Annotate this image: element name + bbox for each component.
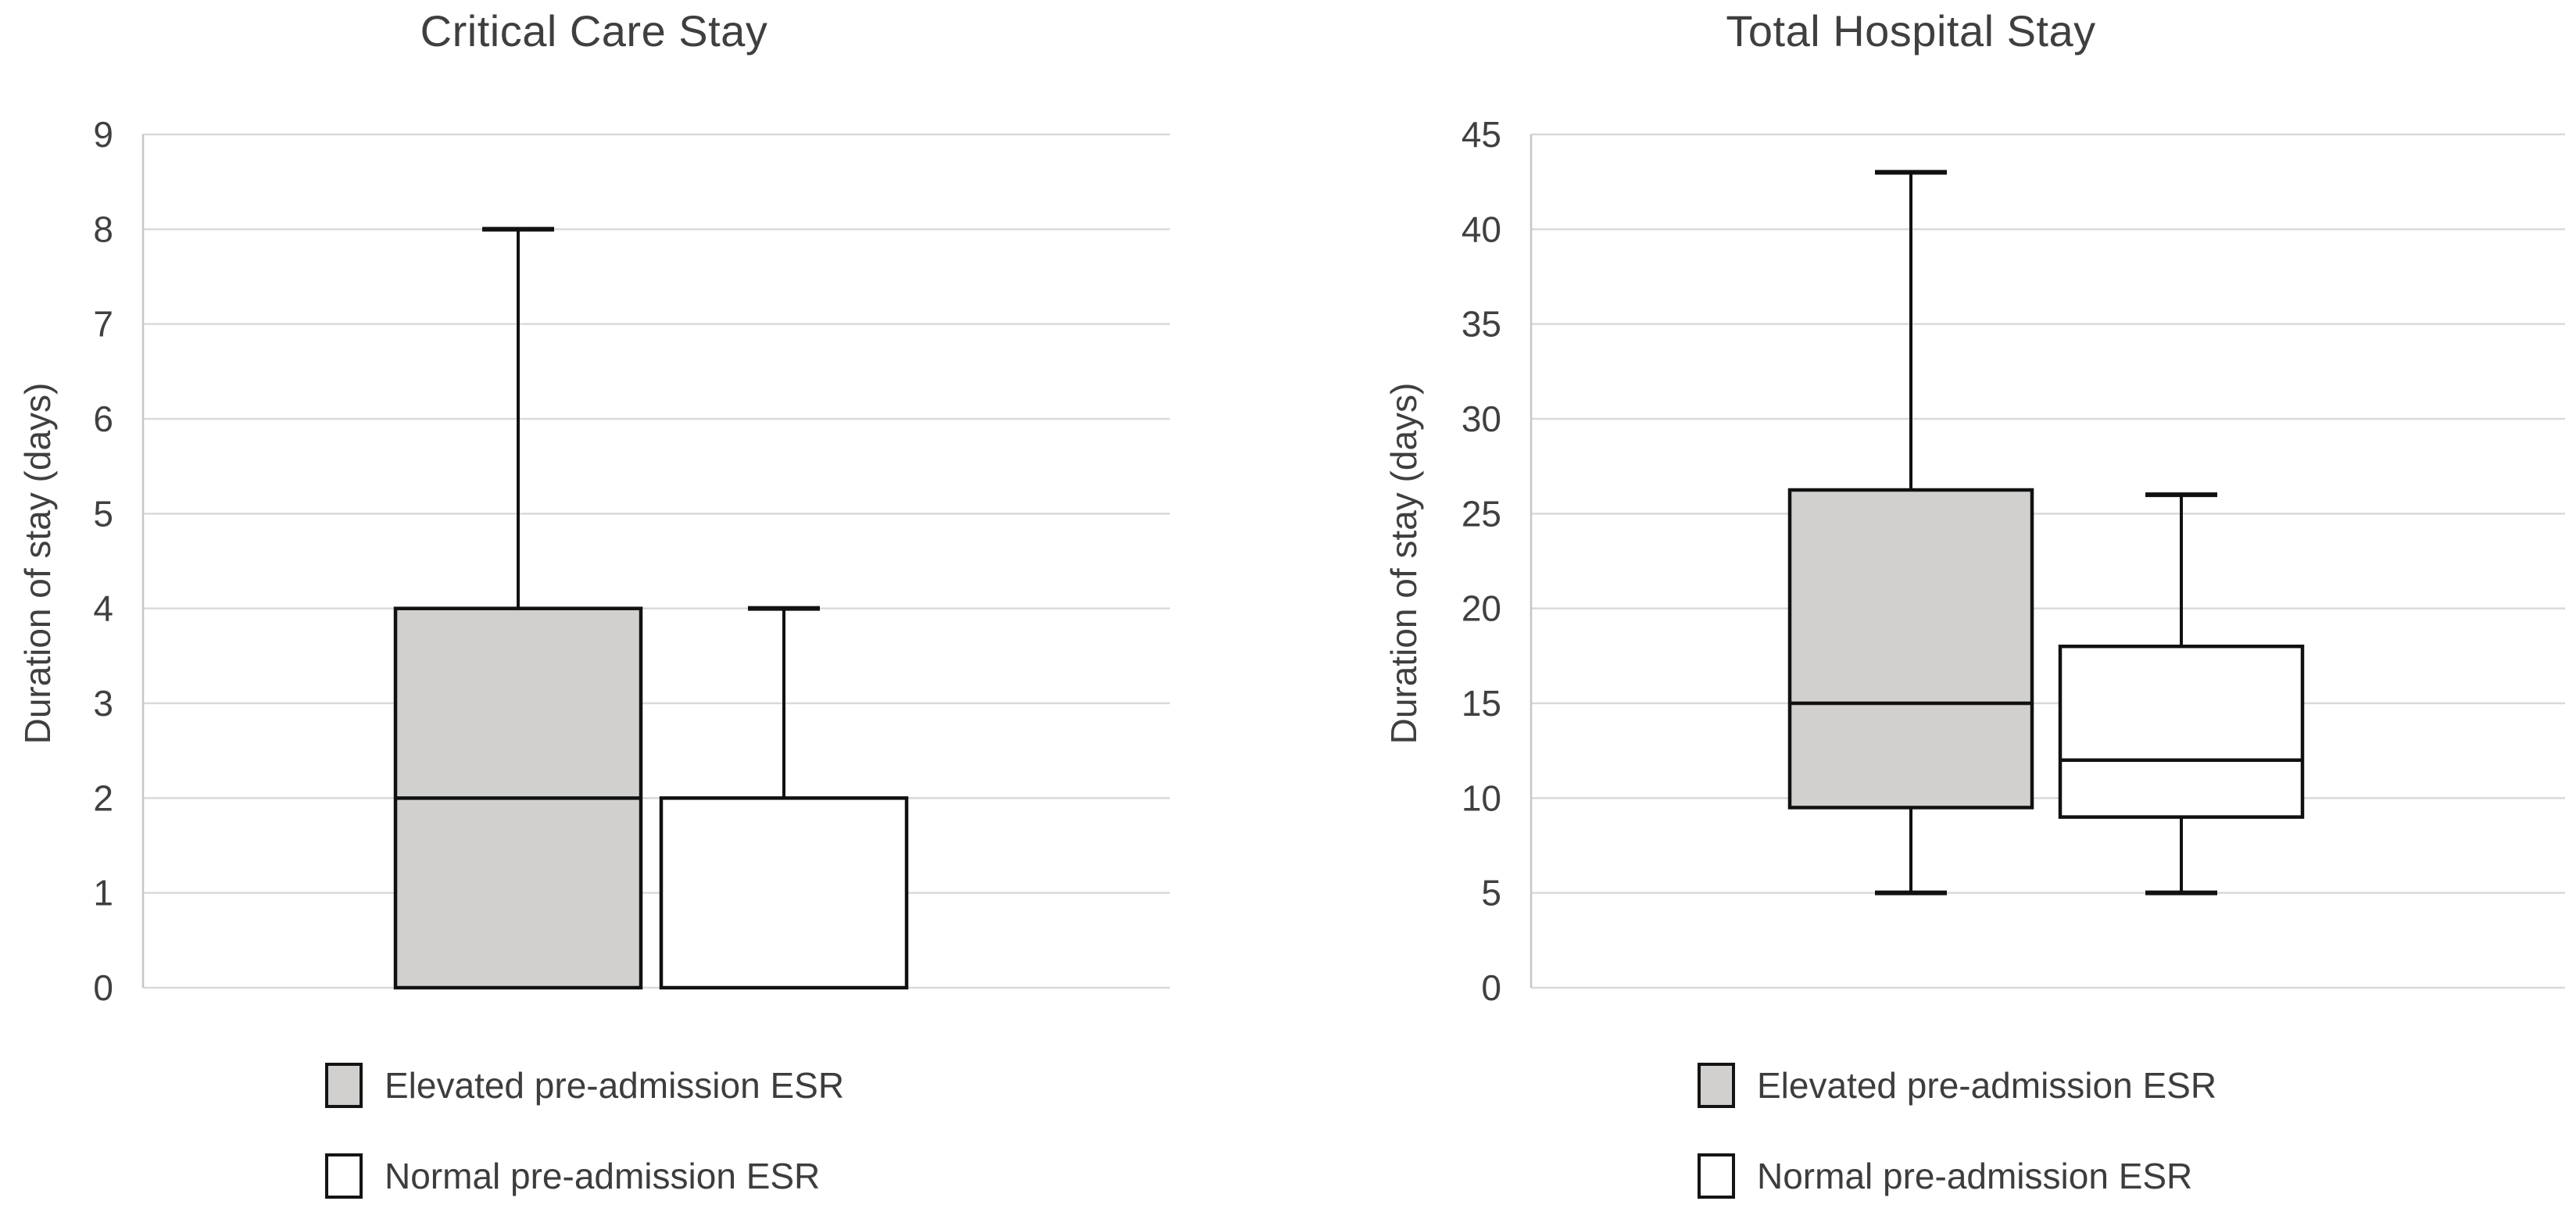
y-tick-label: 5	[1481, 873, 1501, 913]
y-tick-label: 8	[93, 209, 113, 249]
y-tick-label: 45	[1462, 114, 1501, 155]
legend-swatch-normal	[325, 1153, 363, 1199]
box-normal	[2058, 644, 2305, 819]
plot-total-hospital-stay: 0 5 10 15 20 25 30 35 40 45	[1462, 114, 2565, 1008]
legend-label-normal: Normal pre-admission ESR	[385, 1156, 821, 1196]
y-axis-title-left: Duration of stay (days)	[17, 382, 58, 745]
plot-critical-care-stay: 0 1 2 3 4 5 6 7 8 9	[93, 114, 1170, 1008]
y-tick-label: 15	[1462, 683, 1501, 724]
y-tick-label: 20	[1462, 588, 1501, 629]
y-tick-label: 3	[93, 683, 113, 724]
legend-label-normal: Normal pre-admission ESR	[1757, 1156, 2193, 1196]
chart-title-critical-care: Critical Care Stay	[420, 6, 768, 55]
y-tick-label: 10	[1462, 778, 1501, 818]
y-tick-label: 9	[93, 114, 113, 155]
y-tick-label: 1	[93, 873, 113, 913]
box-normal	[659, 796, 909, 990]
legend-label-elevated: Elevated pre-admission ESR	[1757, 1065, 2217, 1106]
y-tick-label: 5	[93, 493, 113, 534]
y-tick-label: 40	[1462, 209, 1501, 249]
y-tick-label: 4	[93, 588, 113, 629]
y-tick-label: 30	[1462, 399, 1501, 439]
y-tick-label: 35	[1462, 304, 1501, 345]
legend-item-elevated-right: Elevated pre-admission ESR	[1698, 1063, 2216, 1108]
legend-swatch-elevated	[325, 1063, 363, 1108]
y-tick-label: 0	[93, 967, 113, 1008]
y-tick-label: 2	[93, 778, 113, 818]
legend-swatch-elevated	[1698, 1063, 1735, 1108]
y-tick-label: 6	[93, 399, 113, 439]
chart-title-total-hospital: Total Hospital Stay	[1726, 6, 2096, 55]
legend-swatch-normal	[1698, 1153, 1735, 1199]
legend-item-normal-right: Normal pre-admission ESR	[1698, 1153, 2192, 1199]
y-tick-label: 7	[93, 304, 113, 345]
legend-label-elevated: Elevated pre-admission ESR	[385, 1065, 845, 1106]
legend-item-normal-left: Normal pre-admission ESR	[325, 1153, 820, 1199]
legend-item-elevated-left: Elevated pre-admission ESR	[325, 1063, 844, 1108]
y-tick-label: 0	[1481, 967, 1501, 1008]
y-axis-title-right: Duration of stay (days)	[1383, 382, 1424, 745]
y-tick-label: 25	[1462, 493, 1501, 534]
box-elevated	[1787, 488, 2034, 810]
